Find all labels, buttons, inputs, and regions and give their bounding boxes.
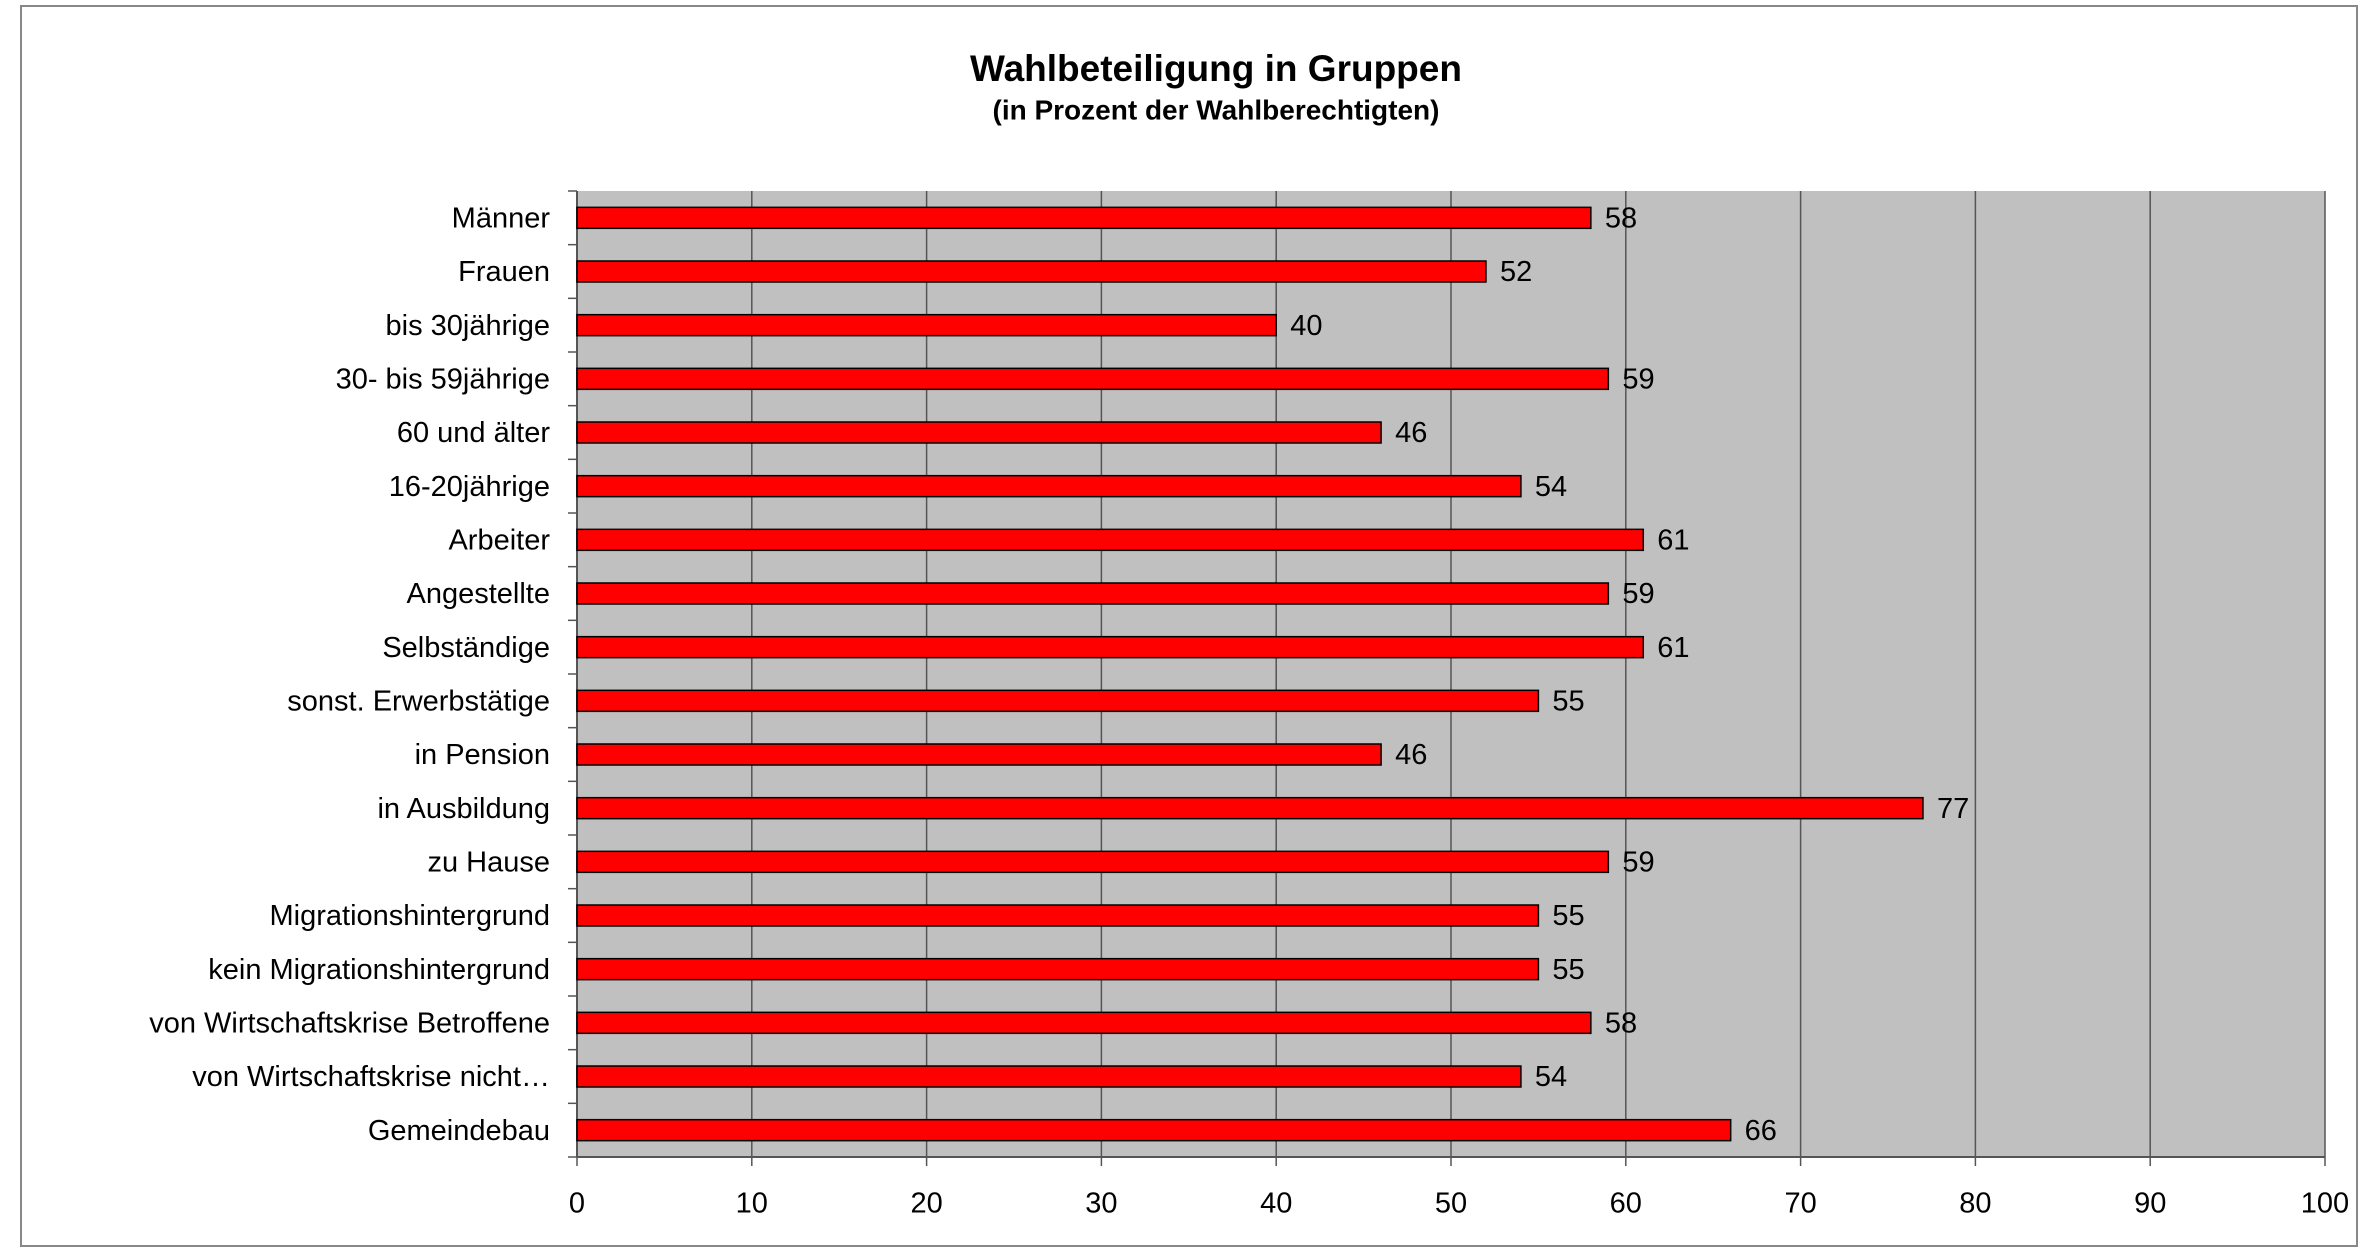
y-tick-label: Arbeiter: [448, 524, 550, 556]
data-label: 55: [1552, 900, 1584, 932]
x-tick-label: 10: [736, 1188, 768, 1220]
bar: [576, 1065, 1522, 1088]
x-tick-label: 100: [2301, 1188, 2349, 1220]
y-tick-label: Migrationshintergrund: [270, 900, 550, 932]
bar: [576, 582, 1610, 605]
y-tick-label: in Ausbildung: [377, 793, 550, 825]
chart-title: Wahlbeteiligung in Gruppen: [970, 48, 1462, 89]
data-label: 59: [1622, 363, 1654, 395]
x-tick-label: 60: [1610, 1188, 1642, 1220]
data-label: 58: [1605, 1007, 1637, 1039]
data-label: 54: [1535, 1061, 1567, 1093]
y-tick-label: bis 30jährige: [386, 310, 550, 342]
bar: [576, 1118, 1732, 1142]
x-tick-label: 70: [1784, 1188, 1816, 1220]
chart-subtitle: (in Prozent der Wahlberechtigten): [993, 94, 1440, 125]
y-tick-label: Gemeindebau: [368, 1115, 550, 1147]
data-label: 59: [1622, 846, 1654, 878]
y-tick-label: von Wirtschaftskrise nicht…: [192, 1061, 550, 1093]
y-tick-label: Selbständige: [382, 632, 550, 664]
bar: [576, 367, 1610, 391]
data-label: 54: [1535, 471, 1567, 503]
data-label: 55: [1552, 954, 1584, 986]
data-label: 58: [1605, 202, 1637, 234]
bar: [576, 689, 1540, 713]
x-tick-label: 30: [1085, 1188, 1117, 1220]
x-tick-label: 20: [910, 1188, 942, 1220]
y-tick-label: 30- bis 59jährige: [336, 363, 550, 395]
data-label: 46: [1395, 739, 1427, 771]
bar: [576, 796, 1924, 820]
data-label: 59: [1622, 578, 1654, 610]
bar: [576, 957, 1540, 981]
y-tick-label: Frauen: [458, 256, 550, 288]
data-label: 77: [1937, 793, 1969, 825]
y-tick-label: 60 und älter: [397, 417, 551, 449]
bar: [576, 421, 1382, 444]
y-tick-label: 16-20jährige: [389, 471, 550, 503]
bar: [576, 904, 1540, 927]
x-tick-label: 40: [1260, 1188, 1292, 1220]
y-tick-label: zu Hause: [427, 846, 550, 878]
y-tick-label: Angestellte: [407, 578, 551, 610]
bar: [576, 260, 1487, 283]
data-label: 66: [1745, 1115, 1777, 1147]
x-tick-label: 90: [2134, 1188, 2166, 1220]
x-tick-label: 0: [569, 1188, 585, 1220]
y-tick-label: sonst. Erwerbstätige: [287, 685, 550, 717]
x-tick-label: 80: [1959, 1188, 1991, 1220]
data-label: 55: [1552, 685, 1584, 717]
bar: [576, 206, 1592, 230]
bar: [576, 635, 1645, 659]
bar: [576, 528, 1645, 552]
y-tick-label: Männer: [452, 202, 551, 234]
data-label: 61: [1657, 524, 1689, 556]
bar: [576, 743, 1382, 766]
data-label: 52: [1500, 256, 1532, 288]
y-tick-label: von Wirtschaftskrise Betroffene: [149, 1007, 550, 1039]
data-label: 61: [1657, 632, 1689, 664]
bar: [576, 313, 1277, 337]
y-tick-label: in Pension: [415, 739, 550, 771]
y-tick-label: kein Migrationshintergrund: [208, 954, 550, 986]
bar: [576, 1011, 1592, 1035]
x-tick-label: 50: [1435, 1188, 1467, 1220]
data-label: 46: [1395, 417, 1427, 449]
bar: [576, 850, 1610, 874]
bar: [576, 474, 1522, 498]
data-label: 40: [1290, 310, 1322, 342]
